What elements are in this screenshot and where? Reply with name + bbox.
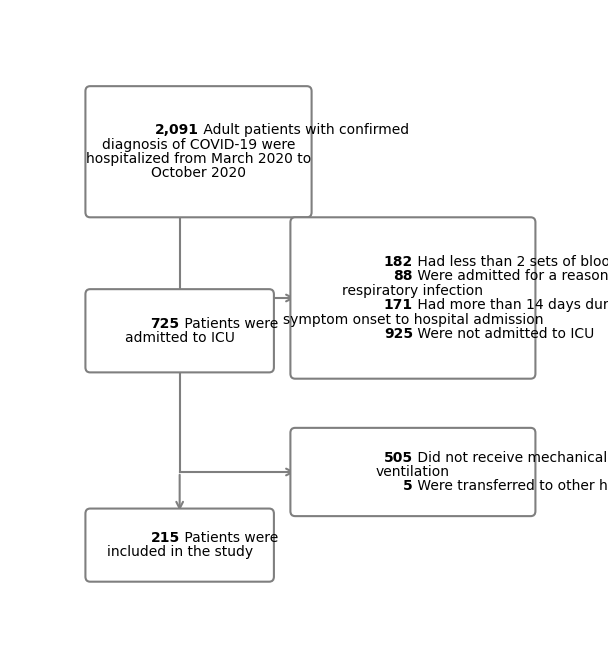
Text: October 2020: October 2020	[151, 166, 246, 180]
Text: Patients were: Patients were	[180, 316, 278, 331]
Text: respiratory infection: respiratory infection	[342, 284, 483, 298]
Text: Were transferred to other hospital: Were transferred to other hospital	[413, 479, 608, 493]
Text: 725: 725	[151, 316, 180, 331]
Text: diagnosis of COVID-19 were: diagnosis of COVID-19 were	[102, 138, 295, 151]
FancyBboxPatch shape	[85, 86, 311, 217]
Text: Had more than 14 days duration from: Had more than 14 days duration from	[413, 298, 608, 312]
FancyBboxPatch shape	[291, 217, 536, 379]
Text: Were not admitted to ICU: Were not admitted to ICU	[413, 327, 594, 341]
Text: admitted to ICU: admitted to ICU	[125, 331, 235, 345]
FancyBboxPatch shape	[291, 428, 536, 516]
Text: 5: 5	[403, 479, 413, 493]
Text: 182: 182	[384, 255, 413, 269]
Text: 925: 925	[384, 327, 413, 341]
Text: Adult patients with confirmed: Adult patients with confirmed	[198, 123, 409, 137]
Text: 505: 505	[384, 451, 413, 464]
Text: Patients were: Patients were	[180, 531, 278, 545]
Text: 88: 88	[393, 269, 413, 284]
Text: 2,091: 2,091	[154, 123, 198, 137]
FancyBboxPatch shape	[85, 508, 274, 582]
Text: hospitalized from March 2020 to: hospitalized from March 2020 to	[86, 152, 311, 166]
Text: 215: 215	[150, 531, 180, 545]
Text: 171: 171	[384, 298, 413, 312]
Text: symptom onset to hospital admission: symptom onset to hospital admission	[283, 312, 543, 327]
Text: Did not receive mechanical: Did not receive mechanical	[413, 451, 607, 464]
Text: included in the study: included in the study	[106, 546, 253, 559]
FancyBboxPatch shape	[85, 289, 274, 373]
Text: Had less than 2 sets of blood tests: Had less than 2 sets of blood tests	[413, 255, 608, 269]
Text: ventilation: ventilation	[376, 465, 450, 479]
Text: Were admitted for a reason other than: Were admitted for a reason other than	[413, 269, 608, 284]
